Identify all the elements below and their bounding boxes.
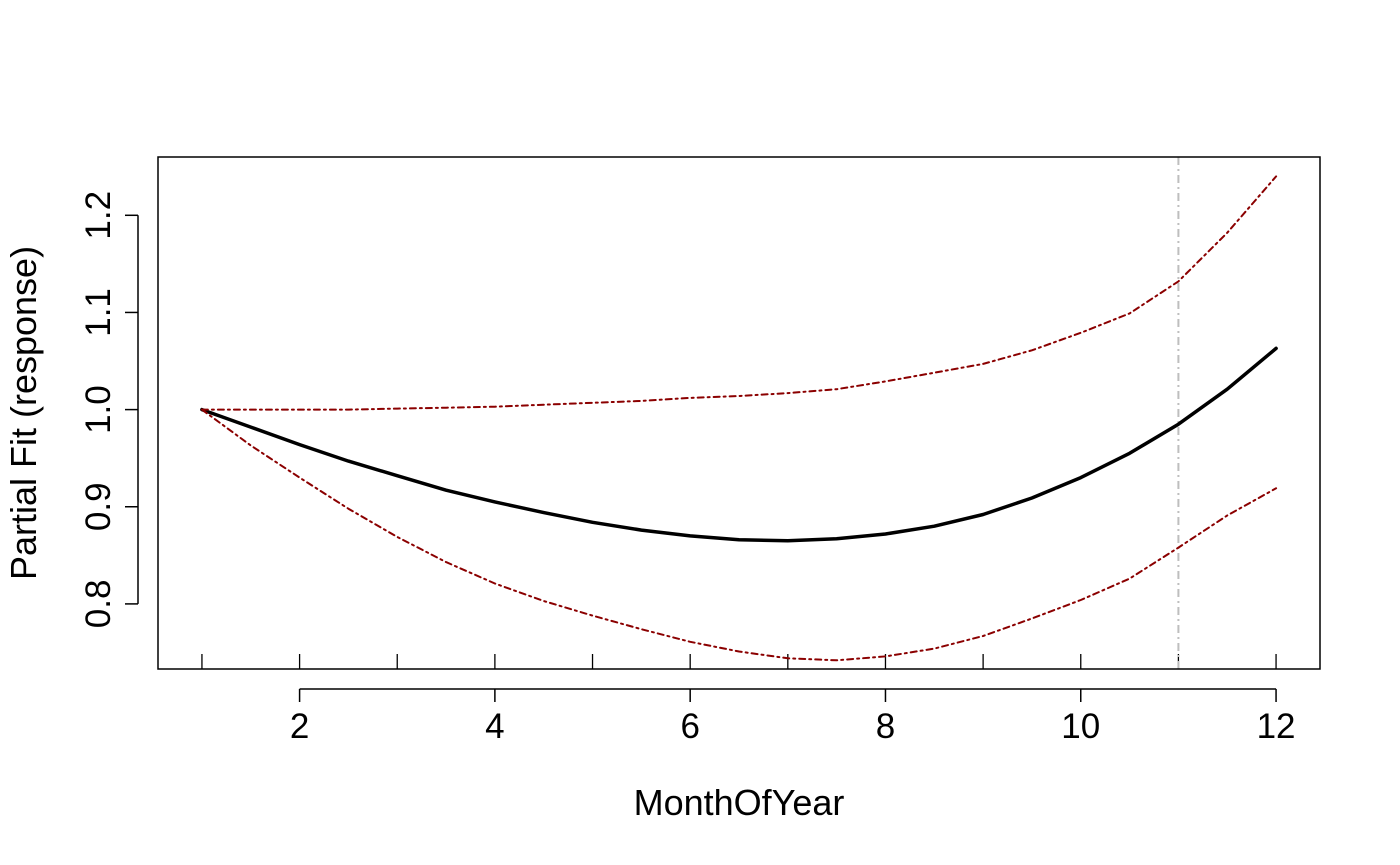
x-axis-label: MonthOfYear [634,782,845,823]
x-tick-label-5: 12 [1257,707,1296,746]
axes: 2 4 6 8 10 12 0.8 0.9 1.0 1.1 1.2 [79,191,1296,746]
fit-line [200,346,1278,543]
y-tick-label-2: 1.0 [79,385,118,434]
y-axis-label: Partial Fit (response) [3,246,44,580]
x-tick-label-1: 4 [485,707,504,746]
plot-frame [157,156,1321,670]
lower-line [200,408,1278,662]
x-tick-label-0: 2 [290,707,309,746]
y-tick-label-0: 0.8 [79,580,118,629]
plot-lines [200,157,1278,669]
y-tick-label-1: 0.9 [79,482,118,531]
x-tick-label-2: 6 [680,707,699,746]
x-tick-label-4: 10 [1061,707,1100,746]
upper-line [200,175,1278,411]
y-tick-label-3: 1.1 [79,288,118,337]
y-tick-label-4: 1.2 [79,191,118,240]
x-tick-label-3: 8 [876,707,895,746]
